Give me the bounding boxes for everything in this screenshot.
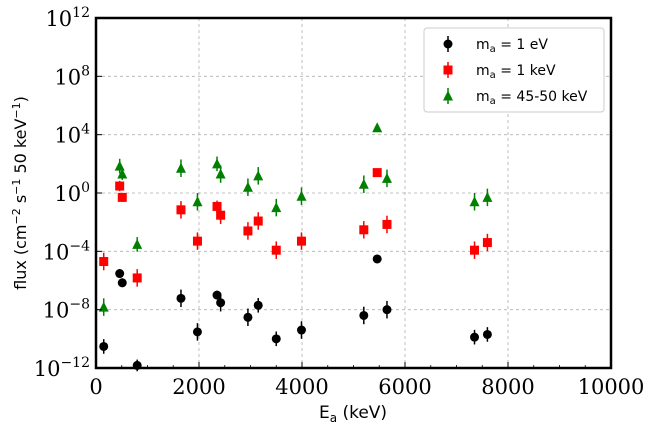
data-point	[359, 225, 369, 235]
data-point	[372, 168, 382, 178]
data-point	[271, 334, 281, 344]
x-tick-label: 2000	[172, 375, 225, 399]
data-point	[212, 290, 222, 300]
legend: ma = 1 eV ma = 1 keV ma = 45-50 keV	[423, 27, 605, 113]
data-point	[242, 181, 253, 192]
x-tick-label: 0	[89, 375, 102, 399]
data-point	[482, 329, 492, 339]
legend-label: ma = 45-50 keV	[476, 89, 588, 107]
x-tick-label: 4000	[275, 375, 328, 399]
data-point	[192, 196, 203, 207]
data-point	[470, 332, 480, 342]
legend-marker	[443, 65, 453, 75]
data-point	[215, 168, 226, 179]
data-point	[99, 341, 109, 351]
data-point	[117, 278, 127, 288]
data-point	[192, 236, 202, 246]
data-marks	[98, 122, 493, 372]
data-point	[216, 210, 226, 220]
y-axis-label: flux (cm−2 s−1 50 keV−1)	[10, 96, 30, 290]
data-point	[470, 245, 480, 255]
data-point	[469, 196, 480, 207]
data-point	[212, 201, 222, 211]
data-point	[132, 238, 143, 249]
y-tick-label: 100	[54, 180, 90, 206]
series-1	[99, 254, 492, 372]
data-point	[372, 122, 383, 133]
series-3	[98, 122, 493, 316]
data-point	[176, 293, 186, 303]
data-point	[114, 160, 125, 171]
data-point	[358, 178, 369, 189]
legend-box	[423, 27, 605, 113]
data-point	[117, 192, 127, 202]
data-point	[98, 301, 109, 312]
y-tick-label: 10−12	[34, 355, 90, 381]
data-point	[482, 191, 493, 202]
data-point	[382, 219, 392, 229]
y-tick-label: 10−4	[43, 238, 90, 264]
data-point	[372, 254, 382, 264]
data-point	[359, 310, 369, 320]
data-point	[216, 298, 226, 308]
data-point	[132, 273, 142, 283]
data-point	[115, 269, 125, 279]
x-tick-label: 10000	[578, 375, 645, 399]
legend-label: ma = 1 eV	[476, 37, 548, 55]
data-point	[212, 158, 223, 169]
data-point	[271, 202, 282, 213]
y-tick-label: 10−8	[43, 297, 90, 323]
data-point	[253, 170, 264, 181]
data-point	[243, 226, 253, 236]
data-point	[99, 257, 109, 267]
axis-ticks: 0 2000 4000 6000 8000 10000 10−12 10−8 10−4 100 10…	[34, 5, 645, 399]
data-point	[243, 312, 253, 322]
data-point	[382, 305, 392, 315]
data-point	[271, 245, 281, 255]
data-point	[482, 238, 492, 248]
y-tick-label: 104	[54, 122, 90, 148]
x-tick-label: 8000	[481, 375, 534, 399]
data-point	[253, 216, 263, 226]
x-axis-label: Ea (keV)	[319, 403, 387, 425]
data-point	[175, 162, 186, 173]
data-point	[296, 325, 306, 335]
data-point	[296, 190, 307, 201]
data-point	[253, 300, 263, 310]
y-tick-label: 108	[54, 63, 90, 89]
data-point	[176, 205, 186, 215]
data-point	[117, 168, 128, 179]
data-point	[192, 327, 202, 337]
legend-label: ma = 1 keV	[476, 63, 556, 81]
data-point	[381, 172, 392, 183]
legend-marker	[443, 39, 453, 49]
legend-marker	[443, 90, 453, 101]
data-point	[115, 181, 125, 191]
x-tick-label: 6000	[378, 375, 431, 399]
series-2	[99, 168, 492, 287]
y-tick-label: 1012	[45, 5, 90, 31]
data-point	[296, 236, 306, 246]
